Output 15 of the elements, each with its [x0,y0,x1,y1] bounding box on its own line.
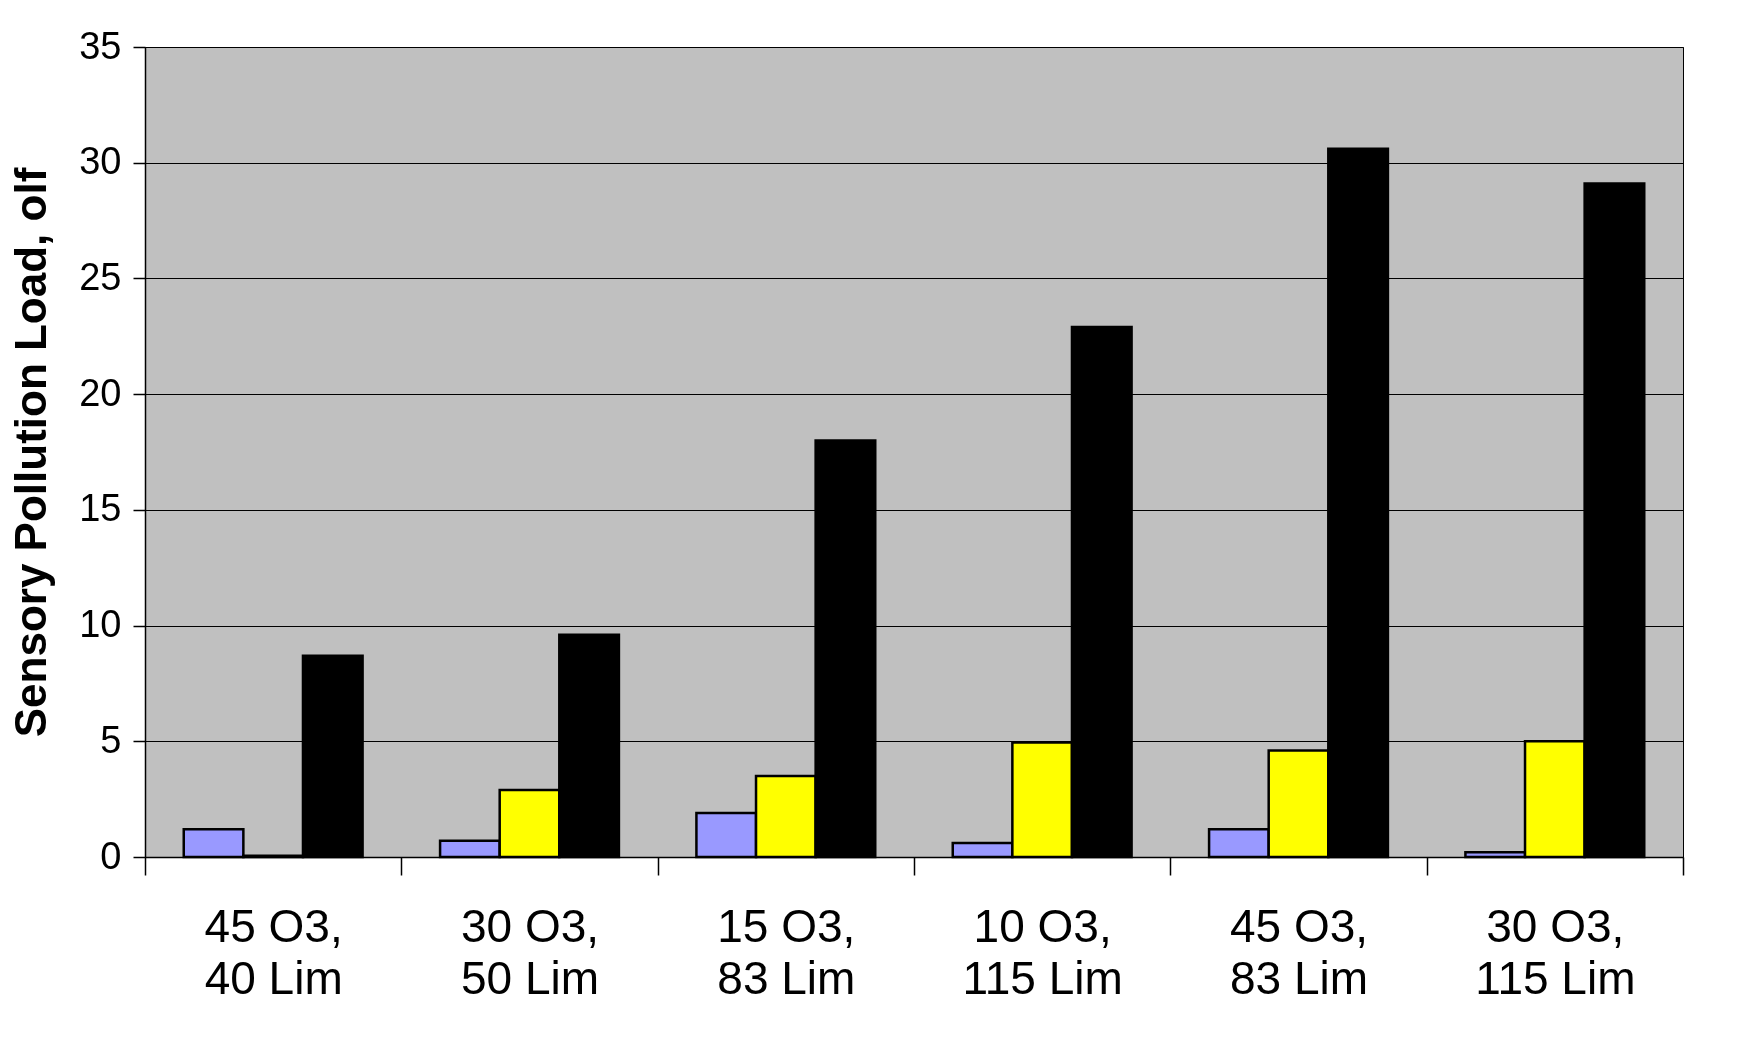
y-tick-label: 0 [100,834,122,877]
x-tick-label: 10 O3, 115 Lim [962,899,1123,1004]
x-tick-label: 45 O3, 40 Lim [204,899,343,1004]
y-axis-title: Sensory Pollution Load, olf [6,167,56,738]
y-tick-label: 15 [79,487,122,530]
y-tick-label: 20 [79,371,122,414]
y-tick-label: 35 [79,24,122,67]
x-tick-label: 30 O3, 50 Lim [460,899,600,1004]
x-tick-label: 30 O3, 115 Lim [1475,899,1636,1004]
y-tick-label: 5 [100,718,122,761]
y-tick-label: 10 [79,603,122,646]
y-tick-label: 30 [79,140,122,183]
x-tick-label: 45 O3, 83 Lim [1229,899,1369,1004]
y-tick-label: 25 [79,255,122,298]
x-tick-label: 15 O3, 83 Lim [717,899,856,1004]
